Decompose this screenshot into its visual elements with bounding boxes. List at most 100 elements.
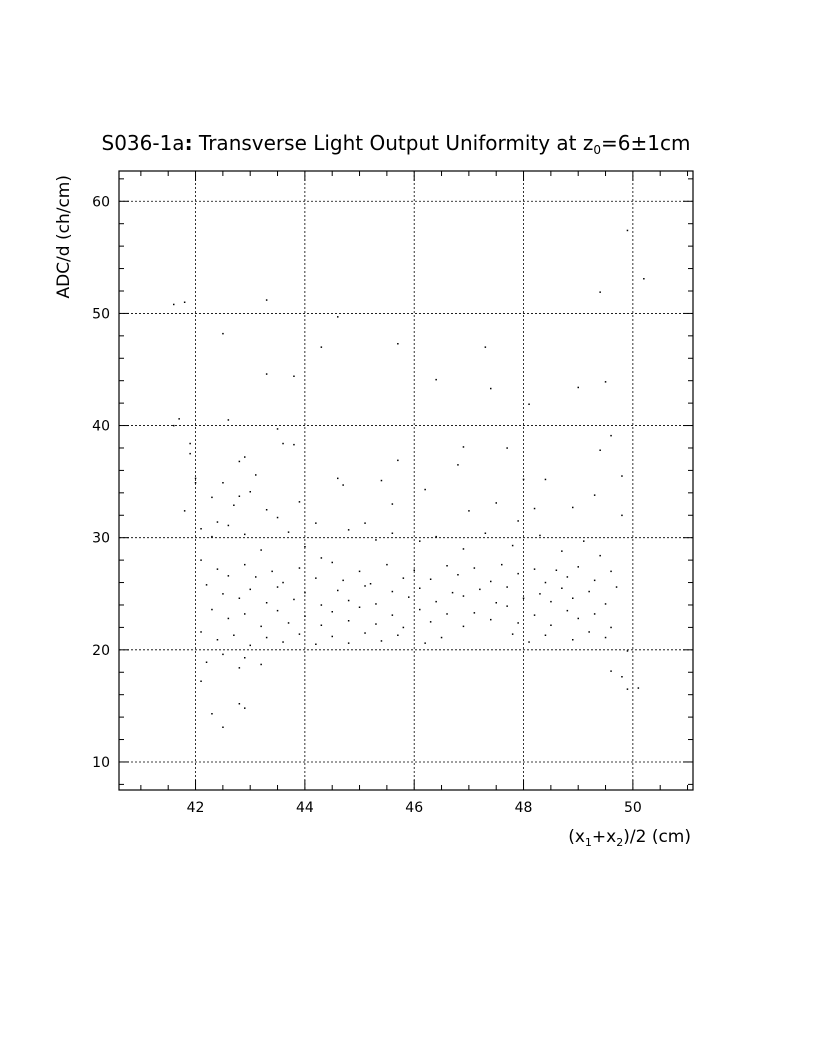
- data-point: [173, 424, 175, 427]
- data-point: [402, 577, 405, 579]
- data-point: [577, 617, 579, 620]
- data-point: [320, 624, 323, 626]
- data-point: [249, 491, 251, 493]
- data-point: [402, 626, 405, 629]
- data-point: [205, 584, 208, 586]
- data-point: [490, 387, 492, 390]
- data-point: [429, 578, 432, 580]
- data-point: [539, 593, 541, 595]
- data-point: [276, 516, 279, 519]
- tick-labels: 42 44 46 48 50 10 20 30 40 50 60: [92, 194, 642, 816]
- axis-ticks: [119, 171, 693, 790]
- data-point: [265, 373, 268, 375]
- data-point: [621, 676, 623, 678]
- data-point: [331, 611, 333, 613]
- data-point: [544, 634, 547, 636]
- data-point: [189, 442, 191, 445]
- data-point: [211, 608, 213, 611]
- xlabel-sub2: 2: [616, 836, 623, 849]
- data-point: [424, 488, 426, 491]
- data-point: [599, 449, 601, 451]
- data-point: [337, 477, 339, 480]
- data-point: [315, 643, 317, 645]
- data-point: [506, 447, 508, 449]
- data-point: [626, 229, 629, 232]
- data-point: [610, 434, 612, 437]
- data-point: [495, 502, 497, 504]
- data-point: [342, 579, 344, 582]
- data-point: [446, 613, 448, 615]
- data-point: [577, 386, 579, 389]
- data-point: [643, 278, 645, 280]
- data-point: [293, 598, 295, 601]
- data-point: [593, 579, 596, 582]
- data-point: [298, 633, 301, 635]
- data-point: [183, 510, 186, 512]
- y-tick-label: 60: [92, 194, 110, 210]
- data-point: [211, 535, 213, 538]
- title-colon: :: [185, 131, 193, 155]
- data-point: [364, 522, 366, 524]
- data-point: [282, 581, 284, 584]
- data-point: [200, 680, 202, 682]
- data-point: [276, 609, 279, 612]
- data-point: [484, 346, 487, 348]
- data-point: [468, 510, 470, 512]
- data-point: [490, 618, 492, 621]
- data-point: [391, 590, 394, 593]
- data-point: [304, 546, 306, 548]
- y-axis-label: ADC/d (ch/cm): [54, 175, 74, 299]
- data-point: [216, 639, 219, 641]
- data-point: [364, 632, 366, 634]
- data-point: [222, 482, 224, 484]
- data-point: [621, 514, 623, 517]
- data-point: [577, 566, 579, 568]
- data-point: [435, 600, 437, 603]
- x-tick-label: 42: [187, 800, 205, 816]
- data-point: [173, 303, 175, 306]
- data-point: [320, 557, 323, 559]
- data-point: [287, 531, 290, 533]
- data-point: [265, 299, 268, 301]
- data-point: [555, 569, 558, 571]
- data-point: [260, 625, 262, 628]
- data-point: [216, 521, 219, 523]
- data-point: [244, 563, 246, 566]
- data-point: [380, 640, 383, 642]
- data-point: [183, 301, 186, 303]
- data-point: [473, 612, 476, 614]
- xlabel-close: )/2 (cm): [623, 827, 691, 847]
- x-axis-label: (x1+x2)/2 (cm): [568, 827, 691, 849]
- data-point: [435, 378, 437, 381]
- title-subscript: 0: [593, 143, 601, 157]
- data-point: [462, 625, 465, 628]
- data-point: [522, 597, 525, 599]
- data-point: [337, 589, 339, 592]
- title-suffix: =6±1cm: [601, 131, 690, 155]
- data-point: [222, 593, 224, 595]
- data-point: [451, 591, 454, 594]
- data-point: [216, 568, 219, 570]
- data-point: [572, 506, 574, 509]
- data-point: [315, 522, 317, 524]
- data-point: [364, 585, 366, 587]
- data-point: [227, 575, 230, 577]
- data-point: [397, 459, 399, 462]
- data-point: [517, 572, 519, 575]
- title-text: Transverse Light Output Uniformity at z: [193, 131, 594, 155]
- data-point: [446, 565, 448, 567]
- data-point: [347, 642, 350, 644]
- data-point: [282, 442, 284, 445]
- data-point: [391, 614, 394, 616]
- data-point: [419, 608, 421, 611]
- data-point: [233, 504, 235, 506]
- data-point: [550, 624, 552, 626]
- data-point: [615, 586, 618, 588]
- data-point: [227, 419, 230, 421]
- data-point: [287, 622, 290, 624]
- data-point: [347, 620, 350, 622]
- data-point: [320, 604, 323, 606]
- data-point: [375, 603, 377, 605]
- data-point: [621, 475, 623, 477]
- data-point: [298, 567, 301, 569]
